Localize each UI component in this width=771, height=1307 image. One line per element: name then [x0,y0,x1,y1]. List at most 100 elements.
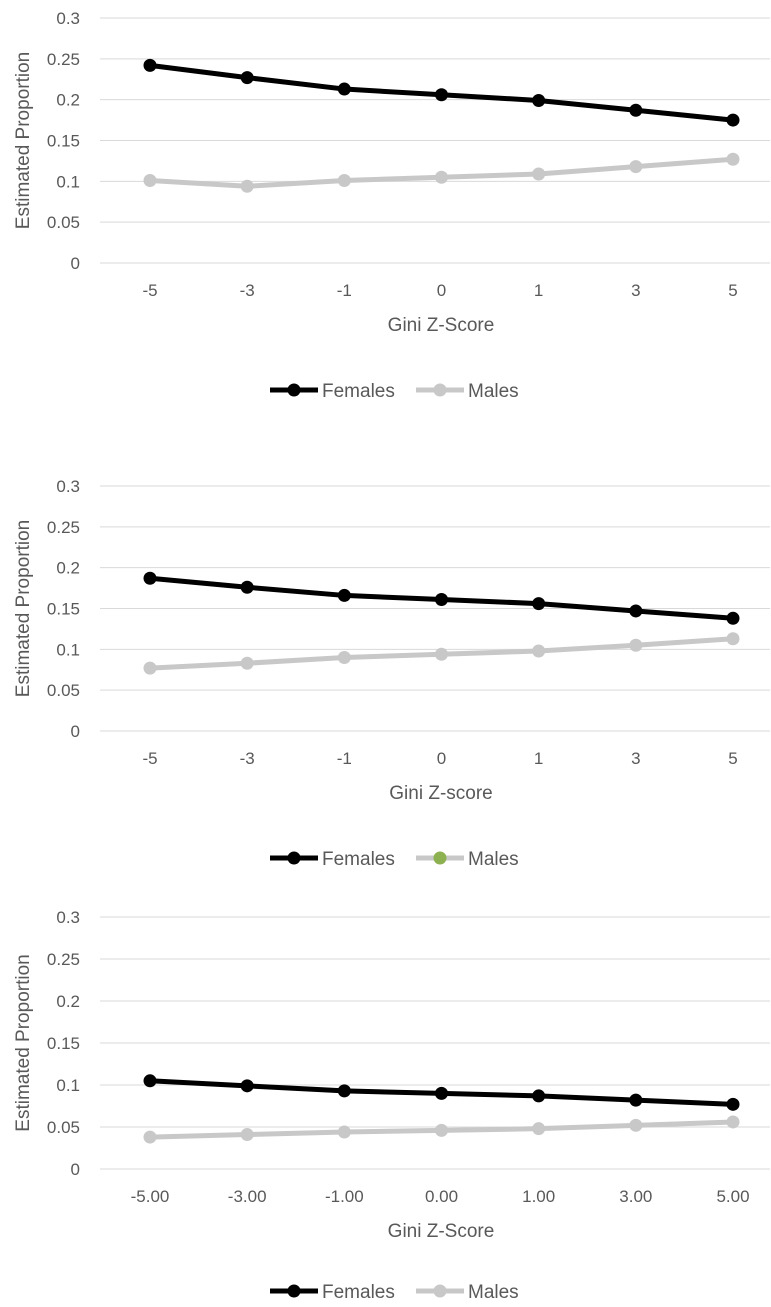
y-tick-label: 0.25 [47,50,80,69]
x-tick-label: -5 [142,281,157,300]
data-point-males [629,160,643,174]
legend: Females Males [270,381,519,402]
x-tick-label: -1 [337,281,352,300]
y-tick-label: 0.25 [47,950,80,969]
x-tick-label: -5 [142,749,157,768]
x-tick-label: 1.00 [522,1187,555,1206]
data-point-males [435,647,448,661]
data-point-males [337,651,351,664]
legend-marker-females [287,383,301,397]
x-tick-label: 0 [437,281,446,300]
data-point-males [629,638,643,652]
data-point-females [240,580,254,594]
x-tick-label: 5.00 [716,1187,749,1206]
x-tick-label: 1 [534,281,543,300]
data-point-males [726,152,740,166]
data-point-females [726,1097,740,1111]
y-tick-label: 0 [71,722,80,741]
y-tick-label: 0 [71,254,80,273]
data-point-females [240,71,254,85]
legend-label-males: Males [468,1282,519,1302]
data-point-males [435,170,448,184]
legend-marker-females [287,851,301,865]
x-tick-label: 3 [631,749,640,768]
data-point-females [240,1079,254,1093]
data-point-males [143,661,157,675]
data-point-males [726,1115,740,1129]
data-point-males [726,632,740,646]
x-tick-label: -3.00 [228,1187,267,1206]
y-axis-title: Estimated Proportion [13,52,34,229]
data-point-males [629,1118,643,1132]
x-tick-label: -3 [240,281,255,300]
y-tick-label: 0.05 [47,1118,80,1137]
data-point-females [726,113,740,127]
data-point-females [532,1089,546,1103]
data-point-males [337,1125,351,1139]
y-tick-label: 0.1 [56,172,80,191]
y-tick-label: 0.15 [47,600,80,619]
x-tick-label: 5 [728,281,737,300]
x-tick-label: 1 [534,749,543,768]
legend-marker-males [433,383,447,397]
y-tick-label: 0.05 [47,681,80,700]
data-point-females [629,1093,643,1107]
x-tick-label: 3 [631,281,640,300]
chart-2: 0 0.05 0.1 0.15 0.2 0.25 0.3 -5 -3 -1 0 1 3 5 Gini Z-s… [13,477,770,870]
y-tick-label: 0 [71,1160,80,1179]
y-tick-label: 0.25 [47,518,80,537]
chart-3: 0 0.05 0.1 0.15 0.2 0.25 0.3 -5.00 -3.00 -1.00 0.0… [13,908,770,1303]
x-tick-label: 0.00 [425,1187,458,1206]
y-tick-label: 0.2 [56,992,80,1011]
x-tick-label: -1.00 [325,1187,364,1206]
data-point-males [435,1123,448,1137]
data-point-females [629,103,643,117]
x-axis-title: Gini Z-Score [388,315,495,336]
x-axis-title: Gini Z-Score [388,1221,495,1242]
data-point-males [532,644,546,658]
data-point-females [726,611,740,625]
data-point-males [240,179,254,193]
data-point-males [240,656,254,670]
data-point-females [532,93,546,107]
data-point-males [143,1130,157,1144]
legend-marker-males [433,851,447,865]
data-point-females [337,82,351,96]
data-point-females [435,593,448,607]
legend: Females Males [270,849,519,870]
y-tick-label: 0.15 [47,132,80,151]
data-point-males [240,1128,254,1142]
data-point-females [337,1084,351,1098]
x-tick-label: 3.00 [619,1187,652,1206]
chart-1: 0 0.05 0.1 0.15 0.2 0.25 0.3 -5 -3 -1 0 1 3 5 Gini Z-S… [13,9,770,402]
x-axis-title: Gini Z-score [389,783,492,804]
data-point-females [629,604,643,618]
legend: Females Males [270,1282,519,1303]
y-axis-title: Estimated Proportion [13,954,34,1131]
data-point-males [143,174,157,188]
data-point-females [337,588,351,602]
legend-label-males: Males [468,849,519,870]
y-tick-label: 0.3 [56,908,80,927]
y-tick-label: 0.1 [56,640,80,659]
data-point-females [143,571,157,585]
x-tick-label: -5.00 [131,1187,170,1206]
y-axis-title: Estimated Proportion [13,520,34,697]
legend-marker-females [287,1284,301,1298]
y-tick-label: 0.3 [56,477,80,496]
data-point-females [143,58,157,72]
data-point-females [143,1074,157,1088]
legend-label-males: Males [468,381,519,402]
x-tick-label: -3 [240,749,255,768]
data-point-females [532,597,546,611]
data-point-males [532,167,546,181]
y-tick-label: 0.3 [56,9,80,28]
y-tick-label: 0.1 [56,1076,80,1095]
x-tick-label: 5 [728,749,737,768]
data-point-males [337,174,351,188]
legend-label-females: Females [322,381,395,402]
data-point-females [435,88,448,102]
legend-label-females: Females [322,849,395,870]
